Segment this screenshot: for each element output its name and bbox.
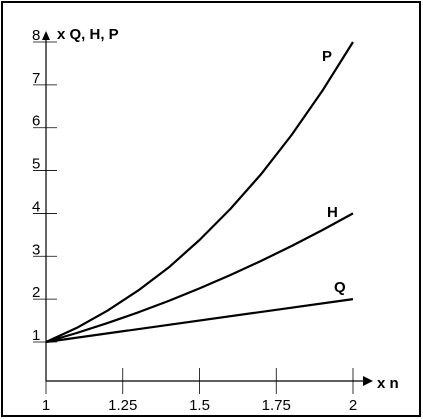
x-tick-label: 1.75 [262, 397, 291, 414]
x-tick-label: 1.5 [189, 397, 210, 414]
y-tick-label: 8 [32, 27, 40, 44]
y-tick-label: 4 [32, 198, 40, 215]
y-tick-label: 6 [32, 113, 40, 130]
series-line-q [45, 298, 354, 344]
x-tick-label: 2 [349, 397, 357, 414]
y-axis-arrow [42, 31, 50, 40]
y-tick-label: 5 [32, 156, 40, 173]
series-group: P H Q [45, 41, 354, 344]
y-tick-label: 1 [32, 327, 40, 344]
x-axis-arrow [363, 376, 373, 386]
y-tick-label: 3 [32, 241, 40, 258]
series-label-p: P [322, 48, 332, 65]
ticks-group: 1 2 3 4 5 6 7 8 1 1.25 1.5 1.75 2 [32, 27, 357, 414]
x-tick-label: 1.25 [108, 397, 137, 414]
y-axis-title: x Q, H, P [57, 26, 119, 43]
series-label-q: Q [334, 279, 346, 296]
x-tick-label: 1 [42, 397, 50, 414]
x-axis-title: x n [377, 375, 399, 392]
series-label-h: H [327, 204, 338, 221]
y-tick-label: 2 [32, 284, 40, 301]
series-line-h [45, 212, 354, 344]
axes-group [42, 31, 373, 386]
series-line-p [45, 41, 354, 343]
y-tick-label: 7 [32, 70, 40, 87]
